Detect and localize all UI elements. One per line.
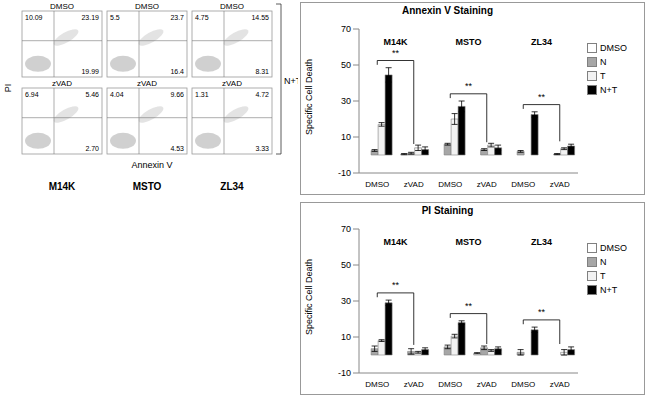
svg-text:23.7: 23.7 [170,14,184,21]
svg-text:9.66: 9.66 [170,91,184,98]
svg-text:4.72: 4.72 [255,91,269,98]
html-text:PI Staining: PI Staining [421,205,474,216]
svg-text:DMSO: DMSO [50,2,74,11]
html-text:T: T [600,271,606,281]
svg-text:DMSO: DMSO [365,180,389,189]
svg-text:N+T: N+T [284,76,298,86]
svg-text:**: ** [465,81,473,91]
html-text:MSTO: MSTO [455,37,482,47]
svg-text:zVAD: zVAD [477,180,497,189]
svg-text:4.53: 4.53 [170,145,184,152]
svg-text:2.70: 2.70 [85,145,99,152]
svg-text:ZL34: ZL34 [220,181,244,192]
svg-text:-10: -10 [338,368,351,378]
svg-text:M14K: M14K [49,181,76,192]
svg-text:-10: -10 [338,168,351,178]
svg-text:50: 50 [341,260,351,270]
html-text:N+T: N+T [600,285,618,295]
html-text:N+T: N+T [600,85,618,95]
svg-text:23.19: 23.19 [81,14,99,21]
html-text:N: N [600,57,607,67]
svg-text:4.04: 4.04 [110,91,124,98]
svg-text:zVAD: zVAD [477,380,497,389]
svg-text:5.5: 5.5 [110,14,120,21]
svg-text:zVAD: zVAD [404,380,424,389]
svg-text:DMSO: DMSO [220,2,244,11]
html-text:M14K: M14K [383,237,408,247]
svg-text:8.31: 8.31 [255,68,269,75]
svg-text:zVAD: zVAD [222,79,242,88]
svg-text:MSTO: MSTO [133,181,162,192]
svg-text:zVAD: zVAD [404,180,424,189]
svg-text:zVAD: zVAD [550,180,570,189]
svg-text:DMSO: DMSO [135,2,159,11]
svg-text:16.4: 16.4 [170,68,184,75]
svg-text:Annexin V: Annexin V [131,160,172,170]
html-text:Specific Cell Death: Specific Cell Death [304,59,314,135]
svg-text:DMSO: DMSO [511,380,535,389]
html-text:DMSO: DMSO [600,243,627,253]
svg-text:zVAD: zVAD [550,380,570,389]
html-text:N: N [600,257,607,267]
html-text:DMSO: DMSO [600,43,627,53]
html-text:ZL34: ZL34 [531,37,552,47]
html-text:ZL34: ZL34 [531,237,552,247]
svg-text:DMSO: DMSO [438,180,462,189]
svg-text:**: ** [465,301,473,311]
svg-text:DMSO: DMSO [365,380,389,389]
svg-text:1.31: 1.31 [195,91,209,98]
html-text:MSTO: MSTO [455,237,482,247]
svg-text:4.75: 4.75 [195,14,209,21]
html-text:M14K: M14K [383,37,408,47]
svg-text:70: 70 [341,24,351,34]
svg-text:3.33: 3.33 [255,145,269,152]
html-text:Annexin V Staining: Annexin V Staining [401,5,494,16]
svg-text:**: ** [392,280,400,290]
svg-text:zVAD: zVAD [137,79,157,88]
svg-text:19.99: 19.99 [81,68,99,75]
svg-text:10.09: 10.09 [25,14,43,21]
svg-text:6.94: 6.94 [25,91,39,98]
svg-text:PI: PI [8,84,13,93]
svg-text:30: 30 [341,296,351,306]
svg-text:5.46: 5.46 [85,91,99,98]
svg-text:10: 10 [341,332,351,342]
svg-text:10: 10 [341,132,351,142]
html-text:Specific Cell Death: Specific Cell Death [304,259,314,335]
svg-text:30: 30 [341,96,351,106]
svg-text:**: ** [392,48,400,58]
svg-text:**: ** [538,92,546,102]
svg-text:DMSO: DMSO [438,380,462,389]
svg-text:70: 70 [341,224,351,234]
svg-text:zVAD: zVAD [52,79,72,88]
svg-text:50: 50 [341,60,351,70]
html-text:T: T [600,71,606,81]
svg-text:14.55: 14.55 [251,14,269,21]
svg-text:DMSO: DMSO [511,180,535,189]
svg-text:**: ** [538,307,546,317]
